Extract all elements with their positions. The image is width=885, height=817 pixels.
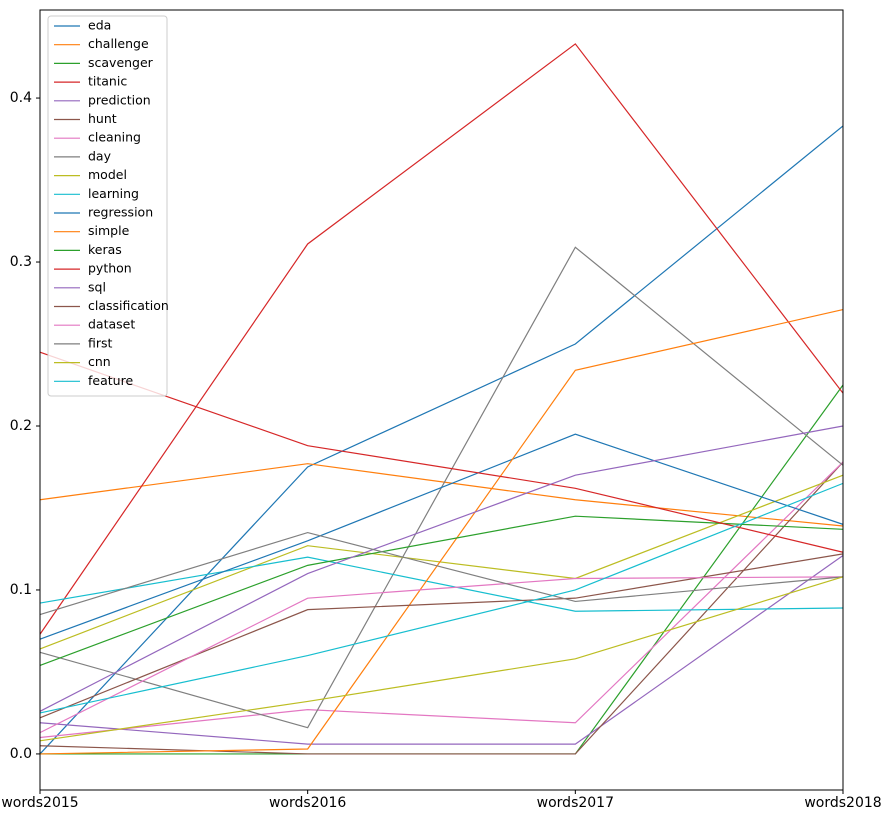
line [39,463,844,527]
line [39,576,844,734]
plot-frame [39,9,844,791]
legend-label: day [88,148,112,163]
line [39,433,844,640]
legend-label: cnn [88,354,111,369]
y-tick-label: 0.3 [10,254,32,270]
line [39,125,844,755]
line [40,384,844,755]
legend-label: feature [88,373,133,388]
line [39,482,844,714]
legend-label: scavenger [88,55,154,70]
line [39,553,844,719]
line [39,43,844,635]
legend-label: classification [88,298,169,313]
legend-label: regression [88,205,153,220]
legend-label: python [88,261,132,276]
line [39,531,844,616]
legend-label: first [88,335,113,350]
legend-label: cleaning [88,130,141,145]
line [39,515,844,666]
line [39,461,844,739]
y-tick-label: 0.0 [10,746,32,762]
legend-label: sql [88,279,106,294]
y-tick-label: 0.1 [10,582,32,598]
line [39,555,844,745]
legend-label: titanic [88,74,127,89]
legend-label: challenge [88,36,149,51]
line [39,576,844,742]
line [39,351,844,553]
x-tick-label: words2018 [804,795,881,811]
y-tick-label: 0.4 [10,90,32,106]
legend: eda challenge scavenger titanic prediction hu… [47,15,169,397]
legend-label: hunt [88,111,117,126]
x-tick-label: words2015 [1,795,78,811]
legend-label: model [88,167,127,182]
legend-label: prediction [88,92,151,107]
line [39,461,844,755]
y-tick-label: 0.2 [10,418,32,434]
line [39,474,844,650]
line [39,308,844,755]
line [39,556,844,612]
legend-box [47,15,168,397]
line [39,425,844,712]
legend-label: eda [88,18,111,33]
x-tick-label: words2017 [537,795,614,811]
legend-label: dataset [88,317,135,332]
legend-label: learning [88,186,139,201]
legend-label: keras [88,242,122,257]
x-tick-label: words2016 [269,795,346,811]
legend-label: simple [88,223,130,238]
